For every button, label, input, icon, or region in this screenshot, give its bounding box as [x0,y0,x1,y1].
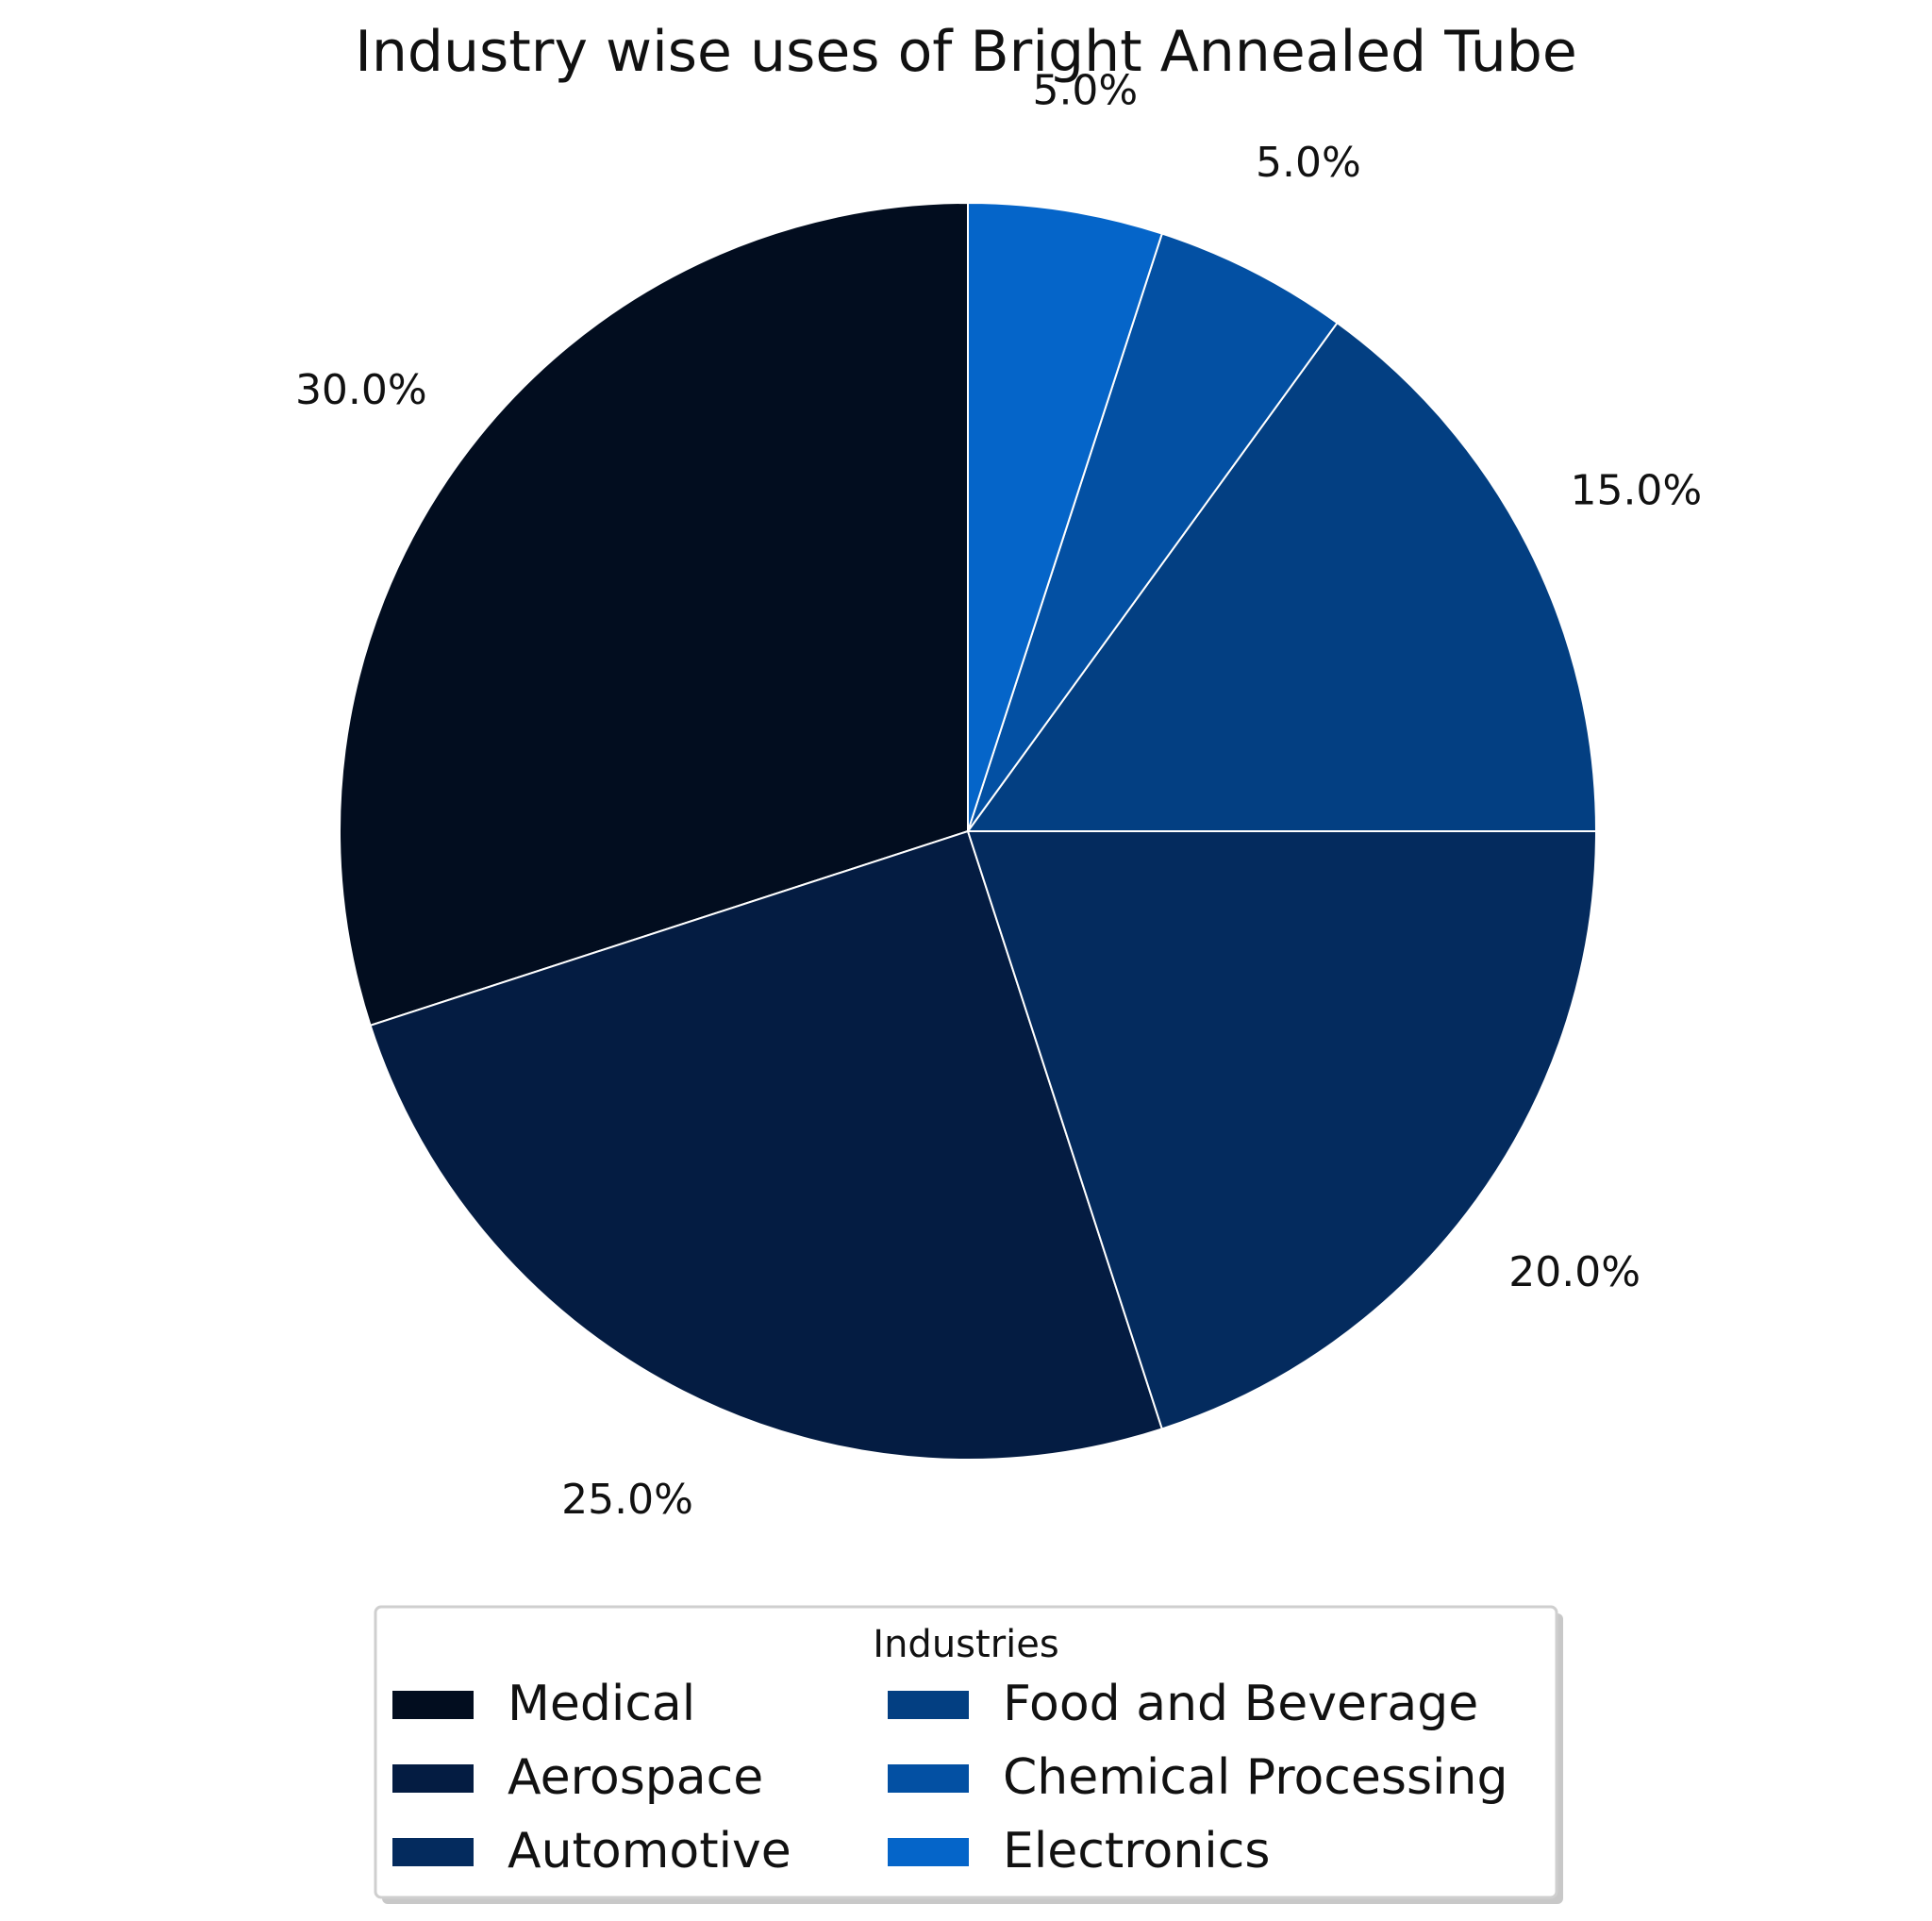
pie-percent-label: 25.0% [561,1476,693,1524]
pie-slice-medical [339,201,969,1027]
legend-label: Medical [508,1676,695,1732]
pie-slice-electronics [967,201,1164,832]
legend-swatch [888,1764,969,1793]
legend-swatch [392,1838,474,1866]
pie-percent-label: 15.0% [1570,467,1702,515]
legend-swatch [392,1691,474,1719]
legend-swatch [888,1691,969,1719]
legend-label: Automotive [508,1823,791,1879]
pie-slice-automotive [966,830,1598,1430]
legend: Industries Medical Aerospace Automotive Foo… [374,1605,1563,1904]
pie-slice-aerospace [369,829,1164,1461]
legend-label: Food and Beverage [1003,1676,1478,1732]
legend-entries: Medical Aerospace Automotive Food and Bever… [392,1676,1507,1879]
legend-label: Electronics [1003,1823,1270,1879]
pie-percent-label: 5.0% [1032,66,1138,114]
pie-percent-labels: 30.0% 25.0% 20.0% 15.0% 5.0% 5.0% [295,66,1702,1524]
chart-title: Industry wise uses of Bright Annealed Tu… [355,19,1577,85]
legend-swatch [888,1838,969,1866]
legend-swatch [392,1764,474,1793]
pie-percent-label: 5.0% [1256,139,1361,187]
pie-percent-label: 30.0% [295,366,427,414]
legend-title: Industries [873,1623,1058,1666]
legend-box [374,1605,1558,1899]
pie-percent-label: 20.0% [1508,1248,1641,1296]
legend-label: Chemical Processing [1003,1749,1507,1806]
pie-slice-food-and-beverage [966,321,1598,832]
legend-label: Aerospace [508,1749,763,1806]
pie-slices [339,201,1598,1461]
pie-slice-chemical-processing [967,232,1339,832]
